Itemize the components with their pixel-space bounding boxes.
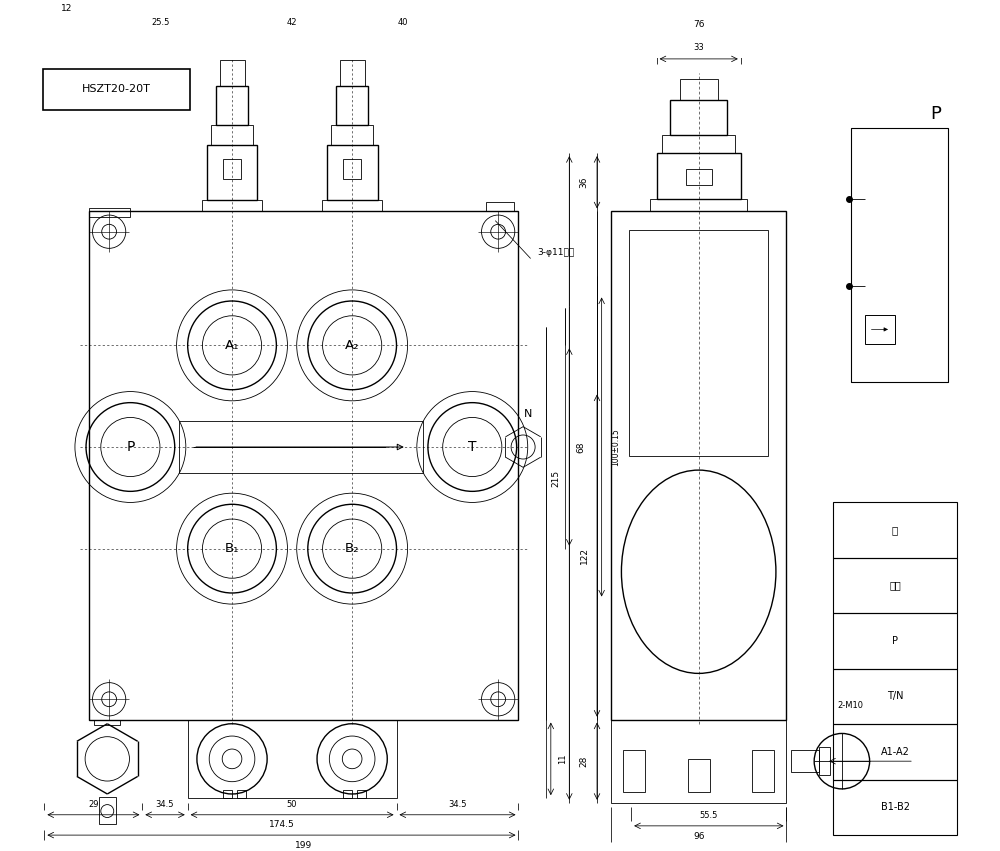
Bar [833,614,957,669]
Text: 100±0.15: 100±0.15 [611,428,620,465]
Bar [89,211,518,720]
Text: 3-φ11通孔: 3-φ11通孔 [537,248,574,258]
Text: 96: 96 [693,831,704,841]
Bar [833,502,957,558]
Text: 42: 42 [287,19,297,27]
Bar [611,211,786,720]
Bar [486,203,514,211]
Text: 36: 36 [580,176,589,188]
Text: 40: 40 [398,19,408,27]
Bar [343,790,352,798]
Bar [327,145,378,200]
Bar [322,200,382,211]
Text: 50: 50 [287,800,297,809]
Bar [331,124,373,145]
Bar [202,200,262,211]
Bar [216,86,248,124]
Bar [851,129,948,382]
Text: 34.5: 34.5 [448,800,467,809]
Text: T/N: T/N [887,692,903,701]
Bar [819,747,830,775]
Bar [686,168,712,186]
Text: A1-A2: A1-A2 [881,747,909,757]
Bar [680,79,718,100]
Bar [211,124,253,145]
Text: 215: 215 [551,470,560,487]
Bar [207,145,257,200]
Text: 接口: 接口 [889,580,901,591]
Text: P: P [892,636,898,646]
Bar [336,86,368,124]
Text: 174.5: 174.5 [269,820,294,830]
Bar [833,669,957,724]
Text: A₁: A₁ [225,339,239,351]
Text: 2-M10: 2-M10 [837,701,863,711]
Bar [223,790,232,798]
Bar [43,69,190,110]
Bar [89,208,130,217]
Bar [188,720,397,798]
Bar [99,797,116,824]
Bar [833,724,957,780]
Text: P: P [126,440,135,454]
Bar [220,60,245,86]
Text: 34.5: 34.5 [156,800,174,809]
Text: 25.5: 25.5 [151,19,170,27]
Bar [223,158,241,179]
Bar [688,759,710,791]
Text: 141±0.15: 141±0.15 [280,0,328,1]
Bar [357,790,366,798]
Bar [670,100,727,134]
Text: 68: 68 [577,442,586,453]
Bar [650,199,747,211]
Text: 28: 28 [580,756,589,767]
Text: 33: 33 [693,43,704,52]
Bar [611,720,786,802]
Bar [752,750,774,791]
Bar [629,230,768,456]
Text: 199: 199 [295,841,312,850]
Bar [94,720,120,725]
Bar [662,134,735,153]
Text: 122: 122 [580,547,589,564]
Bar [179,421,423,473]
Text: P: P [931,106,942,123]
Bar [791,750,819,772]
Bar [833,780,957,835]
Bar [833,558,957,614]
Text: HSZT20-20T: HSZT20-20T [82,84,151,94]
Text: B₂: B₂ [345,542,359,555]
Bar [237,790,246,798]
Bar [865,315,895,344]
Text: 12: 12 [61,3,72,13]
Text: B₁: B₁ [225,542,239,555]
Text: 阀: 阀 [892,525,898,535]
Bar [623,750,645,791]
Text: 11: 11 [558,754,567,764]
Text: 55.5: 55.5 [700,811,718,820]
Text: B1-B2: B1-B2 [881,802,910,813]
Bar [343,158,361,179]
Text: A₂: A₂ [345,339,359,351]
Bar [340,60,365,86]
Text: T: T [468,440,477,454]
Text: 29: 29 [88,800,99,809]
Bar [657,153,741,199]
Text: N: N [524,408,532,419]
Text: 76: 76 [693,20,704,29]
